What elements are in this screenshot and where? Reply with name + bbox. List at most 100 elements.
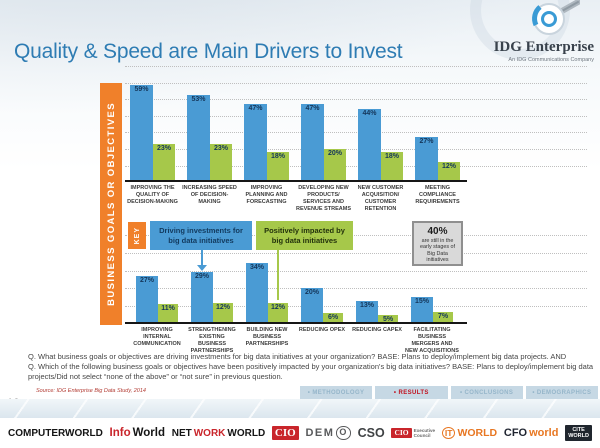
cso-logo-text: CSO (357, 426, 385, 440)
itworld-logo-text: IT (441, 426, 456, 440)
question-2: Q. Which of the following business goals… (28, 361, 594, 381)
nav-tab-conclusions[interactable]: • CONCLUSIONS (450, 386, 523, 399)
category-label: NEW CUSTOMER ACQUISITION/ CUSTOMER RETEN… (357, 185, 404, 212)
bar-value-label: 47% (305, 105, 320, 112)
source-text: Source: IDG Enterprise Big Data Study, 2… (36, 388, 146, 394)
legend-arrow-green (277, 250, 279, 300)
citeworld-logo-text: CITE WORLD (565, 424, 592, 442)
bar-chart-row-1: 59% 23% 53% 23% 47% 18% 47% 20% 44% 18% 27% 12% (130, 82, 478, 182)
callout-text: are still in the early stages of Big Dat… (419, 238, 456, 264)
bar-driving: 27% (136, 276, 158, 324)
category-label: IMPROVING INTERNAL COMMUNICATION (133, 327, 181, 347)
bar-value-label: 44% (362, 110, 377, 117)
gridline (125, 253, 587, 254)
gridline (125, 166, 587, 167)
bar-value-label: 23% (213, 145, 229, 152)
bar-driving: 47% (301, 104, 324, 182)
cfoworld-logo-text: CFO (503, 427, 528, 439)
legend-driving: Driving investments for big data initiat… (150, 221, 252, 250)
nav-tab-demographics[interactable]: • DEMOGRAPHICS (525, 386, 598, 399)
category-label: IMPROVING THE QUALITY OF DECISION-MAKING (127, 185, 178, 205)
bar-value-label: 5% (382, 316, 394, 323)
category-label: BUILDING NEW BUSINESS PARTNERSHIPS (245, 327, 289, 347)
gridline (125, 132, 587, 133)
bar-driving: 44% (358, 109, 381, 182)
bar-impacted: 6% (323, 313, 343, 324)
bar-group: 47% 18% (244, 104, 289, 182)
category-label: REDUCING OPEX (298, 327, 346, 333)
bar-impacted: 12% (213, 303, 233, 324)
bar-group: 13% 5% (356, 301, 398, 324)
bar-driving: 34% (246, 263, 268, 324)
background-circle-decoration (470, 0, 570, 60)
bar-impacted: 5% (378, 315, 398, 324)
cfoworld-logo-text: world (529, 427, 559, 439)
legend-arrow-blue (201, 250, 203, 265)
cio-executive-council-logo: CIO Executive Council (391, 428, 435, 439)
category-label: STRENGTHENING EXISTING BUSINESS PARTNERS… (188, 327, 236, 354)
bar-impacted: 20% (324, 149, 346, 182)
infoworld-logo: Info World (110, 427, 165, 439)
callout-box: 40% are still in the early stages of Big… (412, 221, 463, 266)
bar-value-label: 7% (437, 313, 449, 320)
bar-value-label: 47% (248, 105, 263, 112)
question-text: Q. What business goals or objectives are… (28, 352, 594, 381)
category-label: REDUCING CAPEX (352, 327, 402, 333)
category-label: MEETING COMPLIANCE REQUIREMENTS (415, 185, 460, 205)
cio-executive-council-logo-text: CIO (391, 427, 412, 439)
question-1: Q. What business goals or objectives are… (28, 352, 567, 361)
computerworld-logo-text: COMPUTERWORLD (8, 427, 103, 439)
category-label: IMPROVING PLANNING AND FORECASTING (245, 185, 288, 205)
citeworld-logo: CITE WORLD (565, 424, 592, 442)
bar-value-label: 6% (327, 314, 339, 321)
bar-impacted: 23% (210, 144, 232, 182)
bar-value-label: 29% (194, 273, 210, 280)
bar-group: 47% 20% (301, 104, 346, 182)
bar-group: 44% 18% (358, 109, 403, 182)
gridline (125, 149, 587, 150)
bar-value-label: 20% (327, 150, 343, 157)
bar-group: 59% 23% (130, 85, 175, 182)
category-label: INCREASING SPEED OF DECISION-MAKING (182, 185, 237, 205)
cso-logo: CSO (358, 426, 385, 440)
demo-logo-text: DEM (305, 426, 335, 439)
itworld-logo: IT WORLD (441, 426, 498, 440)
itworld-logo-text: WORLD (457, 427, 498, 439)
bar-value-label: 27% (139, 277, 155, 284)
footer-logos: COMPUTERWORLD Info World NET WORK WORLD CIO DEM… (0, 418, 600, 448)
brand-name: IDG Enterprise (493, 39, 594, 55)
cio-logo: CIO (271, 425, 299, 441)
legend-arrow-blue-head (197, 265, 207, 271)
bar-group: 34% 12% (246, 263, 288, 324)
category-label: FACILITATING BUSINESS MERGERS AND NEW AC… (405, 327, 459, 354)
category-labels-row-2: IMPROVING INTERNAL COMMUNICATION STRENGTH… (133, 327, 476, 361)
bar-value-label: 23% (156, 145, 172, 152)
bar-group: 27% 12% (415, 137, 460, 182)
bar-impacted: 12% (268, 303, 288, 324)
bar-value-label: 53% (191, 96, 206, 103)
bar-value-label: 13% (359, 302, 375, 309)
networkworld-logo-text: WORK (193, 427, 226, 439)
nav-tab-results[interactable]: • RESULTS (375, 386, 448, 399)
idg-logo: IDG Enterprise An IDG Communications Com… (464, 0, 594, 63)
category-label: DEVELOPING NEW PRODUCTS/ SERVICES AND RE… (295, 185, 351, 212)
gridline (125, 116, 587, 117)
gridline (125, 288, 587, 289)
bar-impacted: 23% (153, 144, 175, 182)
bar-value-label: 27% (419, 138, 434, 145)
bar-value-label: 15% (414, 298, 430, 305)
nav-tab-methodology[interactable]: • METHODOLOGY (300, 386, 373, 399)
bar-driving: 29% (191, 272, 213, 324)
bar-impacted: 18% (267, 152, 289, 182)
networkworld-logo-text: NET (171, 427, 192, 439)
gridline (125, 235, 587, 236)
bar-value-label: 12% (441, 163, 457, 170)
bar-chart-row-2: 27% 11% 29% 12% 34% 12% 20% 6% 13% 5% 15% 7% (136, 262, 476, 324)
bar-group: 27% 11% (136, 276, 178, 324)
networkworld-logo-text: WORLD (227, 427, 266, 439)
axis-baseline-row-1 (125, 180, 467, 182)
bar-driving: 13% (356, 301, 378, 324)
key-label: KEY (133, 226, 141, 245)
cio-logo-text: CIO (271, 425, 299, 441)
